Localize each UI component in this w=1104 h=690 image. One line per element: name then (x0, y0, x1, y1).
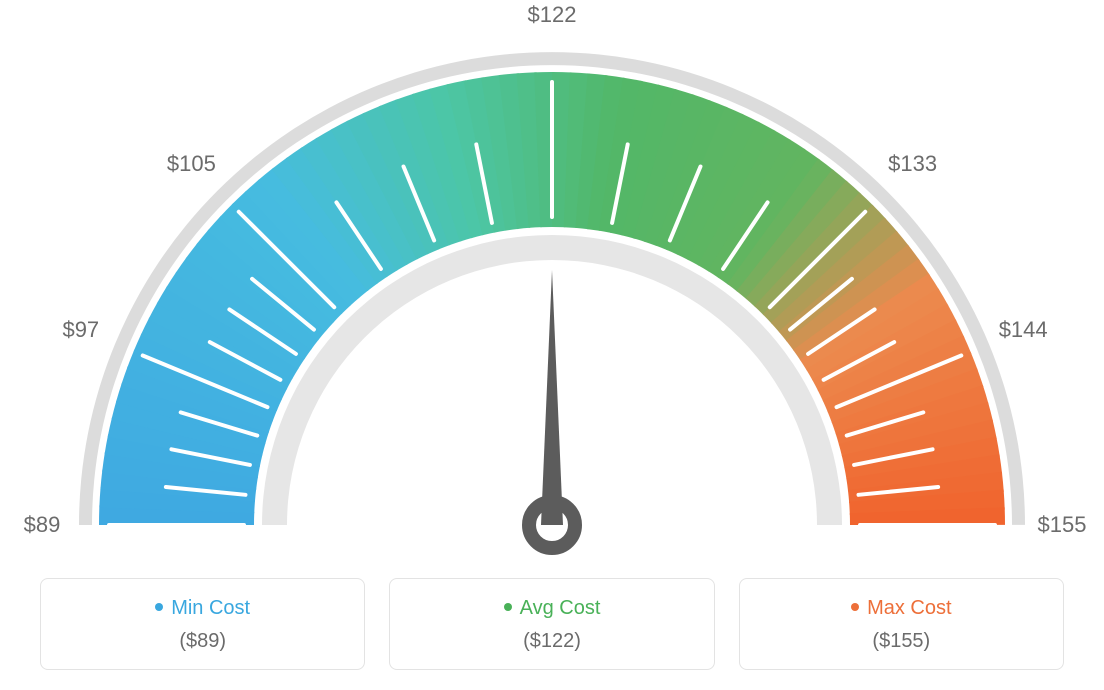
gauge-tick-label: $122 (528, 2, 577, 28)
cost-gauge-chart: $89 $97 $105 $122 $133 $144 $155 Min Cost ($89… (0, 0, 1104, 690)
gauge-tick-label: $133 (888, 151, 937, 177)
dot-icon (504, 603, 512, 611)
legend-row: Min Cost ($89) Avg Cost ($122) Max Cost … (40, 578, 1064, 670)
dot-icon (155, 603, 163, 611)
legend-avg-label: Avg Cost (520, 597, 601, 619)
legend-min-title: Min Cost (51, 597, 354, 620)
legend-min-label: Min Cost (171, 597, 250, 619)
gauge-area: $89 $97 $105 $122 $133 $144 $155 (0, 0, 1104, 560)
legend-avg-box: Avg Cost ($122) (389, 578, 714, 670)
legend-min-box: Min Cost ($89) (40, 578, 365, 670)
legend-max-title: Max Cost (750, 597, 1053, 620)
legend-min-value: ($89) (51, 630, 354, 653)
legend-max-label: Max Cost (867, 597, 951, 619)
legend-avg-value: ($122) (400, 630, 703, 653)
gauge-svg (0, 0, 1104, 560)
gauge-tick-label: $144 (999, 317, 1048, 343)
gauge-tick-label: $97 (62, 317, 99, 343)
gauge-tick-label: $155 (1038, 512, 1087, 538)
legend-max-value: ($155) (750, 630, 1053, 653)
legend-max-box: Max Cost ($155) (739, 578, 1064, 670)
dot-icon (851, 603, 859, 611)
gauge-tick-label: $105 (167, 151, 216, 177)
legend-avg-title: Avg Cost (400, 597, 703, 620)
gauge-tick-label: $89 (24, 512, 61, 538)
